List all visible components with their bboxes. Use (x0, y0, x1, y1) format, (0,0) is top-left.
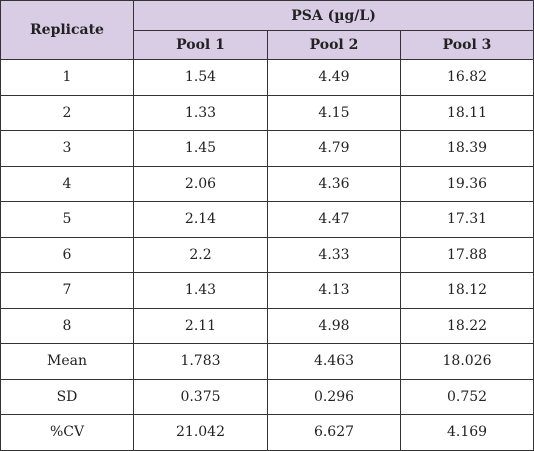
table-row: 3 1.45 4.79 18.39 (0, 130, 534, 167)
pool-1-value-cell: 2.2 (133, 236, 268, 273)
pool-2-value-cell: 4.15 (267, 94, 401, 131)
pool-2-value-cell: 4.98 (267, 307, 401, 344)
table-row: 6 2.2 4.33 17.88 (0, 236, 534, 273)
row-label-cell: 1 (0, 59, 134, 96)
table-row: 1 1.54 4.49 16.82 (0, 59, 534, 96)
pool-2-value-cell: 4.79 (267, 130, 401, 167)
header-row-pools: Pool 1 Pool 2 Pool 3 (1, 30, 534, 60)
row-label-cell: Mean (0, 343, 134, 380)
table-row: SD 0.375 0.296 0.752 (0, 378, 534, 415)
table-body: 1 1.54 4.49 16.82 2 1.33 4.15 18.11 3 1.45 4.79 18.… (0, 59, 534, 451)
table-header: Replicate PSA (µg/L) Pool 1 Pool 2 Pool … (0, 0, 534, 60)
row-label-cell: 2 (0, 94, 134, 131)
table-row: Mean 1.783 4.463 18.026 (0, 343, 534, 380)
pool-1-value-cell: 0.375 (133, 378, 268, 415)
pool-1-column-header: Pool 1 (133, 30, 268, 60)
header-row-group: Replicate PSA (µg/L) (0, 0, 534, 60)
row-label-cell: 8 (0, 307, 134, 344)
table-row: 7 1.43 4.13 18.12 (0, 272, 534, 309)
pool-3-value-cell: 0.752 (399, 378, 534, 415)
row-label-cell: SD (0, 378, 134, 415)
pool-1-value-cell: 1.33 (133, 94, 268, 131)
replicate-column-header: Replicate (0, 0, 134, 60)
pool-2-value-cell: 4.49 (267, 59, 401, 96)
row-label-cell: 4 (0, 165, 134, 202)
pool-2-value-cell: 0.296 (267, 378, 401, 415)
pool-1-value-cell: 1.54 (133, 59, 268, 96)
pool-3-value-cell: 4.169 (399, 414, 534, 451)
pool-2-value-cell: 4.463 (267, 343, 401, 380)
table-row: 2 1.33 4.15 18.11 (0, 94, 534, 131)
pool-3-value-cell: 17.88 (399, 236, 534, 273)
table-row: %CV 21.042 6.627 4.169 (0, 414, 534, 451)
pool-2-value-cell: 4.47 (267, 201, 401, 238)
table-row: 5 2.14 4.47 17.31 (0, 201, 534, 238)
psa-group-header: PSA (µg/L) (132, 0, 534, 31)
pool-3-value-cell: 19.36 (399, 165, 534, 202)
pool-2-value-cell: 6.627 (267, 414, 401, 451)
pool-3-value-cell: 18.39 (399, 130, 534, 167)
pool-3-column-header: Pool 3 (399, 30, 534, 60)
pool-3-value-cell: 18.026 (399, 343, 534, 380)
row-label-cell: 7 (0, 272, 134, 309)
pool-2-value-cell: 4.33 (267, 236, 401, 273)
pool-1-value-cell: 1.45 (133, 130, 268, 167)
pool-3-value-cell: 17.31 (399, 201, 534, 238)
row-label-cell: 5 (0, 201, 134, 238)
pool-1-value-cell: 2.14 (133, 201, 268, 238)
pool-3-value-cell: 18.11 (399, 94, 534, 131)
row-label-cell: 6 (0, 236, 134, 273)
pool-1-value-cell: 2.06 (133, 165, 268, 202)
table-row: 8 2.11 4.98 18.22 (0, 307, 534, 344)
pool-2-value-cell: 4.36 (267, 165, 401, 202)
pool-1-value-cell: 1.783 (133, 343, 268, 380)
row-label-cell: %CV (0, 414, 134, 451)
pool-1-value-cell: 2.11 (133, 307, 268, 344)
pool-1-value-cell: 1.43 (133, 272, 268, 309)
pool-3-value-cell: 18.22 (399, 307, 534, 344)
pool-3-value-cell: 18.12 (399, 272, 534, 309)
pool-1-value-cell: 21.042 (133, 414, 268, 451)
row-label-cell: 3 (0, 130, 134, 167)
pool-2-value-cell: 4.13 (267, 272, 401, 309)
pool-3-value-cell: 16.82 (399, 59, 534, 96)
pool-2-column-header: Pool 2 (267, 30, 401, 60)
table-row: 4 2.06 4.36 19.36 (0, 165, 534, 202)
